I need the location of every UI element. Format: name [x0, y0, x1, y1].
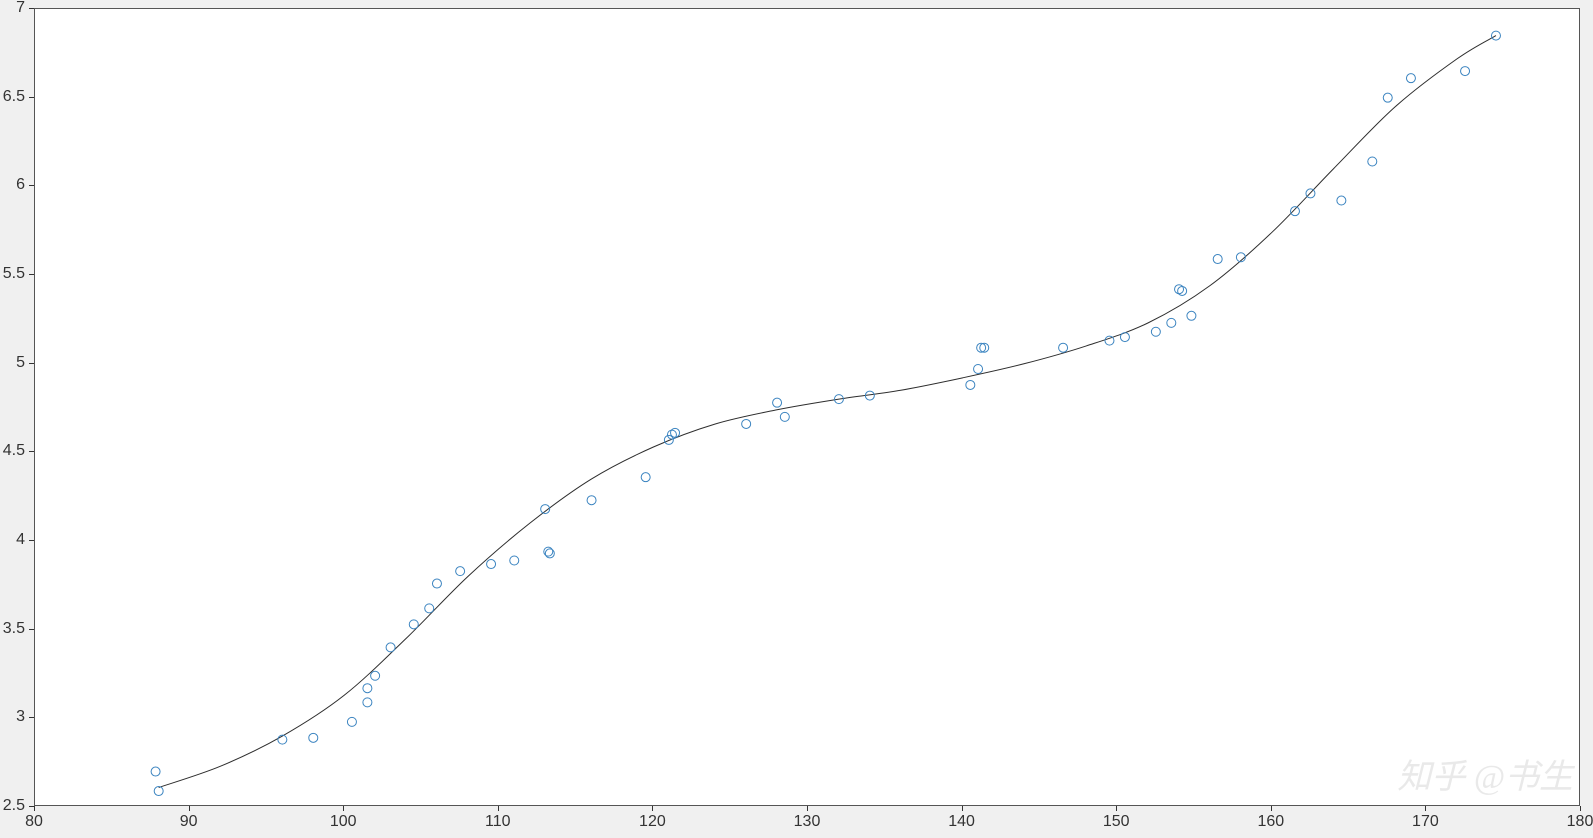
x-tick-label: 170	[1412, 813, 1439, 831]
y-tick	[29, 717, 34, 718]
scatter-point	[780, 412, 789, 421]
x-tick-label: 110	[485, 813, 511, 831]
y-tick	[29, 8, 34, 9]
scatter-point	[363, 684, 372, 693]
y-tick	[29, 451, 34, 452]
scatter-point	[371, 671, 380, 680]
scatter-point	[510, 556, 519, 565]
scatter-point	[363, 698, 372, 707]
scatter-point	[671, 428, 680, 437]
scatter-point	[154, 787, 163, 796]
scatter-point	[409, 620, 418, 629]
x-tick	[1580, 806, 1581, 811]
scatter-point	[1337, 196, 1346, 205]
scatter-point	[545, 549, 554, 558]
x-tick	[652, 806, 653, 811]
scatter-point	[1491, 31, 1500, 40]
scatter-point	[773, 398, 782, 407]
scatter-point	[487, 560, 496, 569]
x-tick-label: 80	[25, 813, 43, 831]
x-tick	[498, 806, 499, 811]
scatter-point	[587, 496, 596, 505]
scatter-point	[1120, 333, 1129, 342]
scatter-point	[425, 604, 434, 613]
x-tick	[34, 806, 35, 811]
y-tick	[29, 363, 34, 364]
y-tick-label: 2.5	[3, 797, 25, 815]
x-tick	[189, 806, 190, 811]
scatter-point	[1406, 74, 1415, 83]
x-tick-label: 160	[1257, 813, 1284, 831]
scatter-point	[1105, 336, 1114, 345]
y-tick-label: 4	[16, 531, 25, 549]
scatter-point	[456, 567, 465, 576]
scatter-point	[309, 733, 318, 742]
scatter-point	[1461, 67, 1470, 76]
y-tick-label: 4.5	[3, 442, 25, 460]
y-tick	[29, 97, 34, 98]
scatter-point	[1151, 327, 1160, 336]
y-tick-label: 5	[16, 354, 25, 372]
x-tick	[343, 806, 344, 811]
y-tick-label: 7	[16, 0, 25, 17]
y-tick-label: 5.5	[3, 265, 25, 283]
scatter-point	[641, 473, 650, 482]
scatter-point	[386, 643, 395, 652]
scatter-point	[1167, 318, 1176, 327]
y-tick-label: 6.5	[3, 88, 25, 106]
y-tick	[29, 806, 34, 807]
scatter-point	[432, 579, 441, 588]
scatter-point	[1187, 311, 1196, 320]
y-tick	[29, 540, 34, 541]
scatter-point	[1368, 157, 1377, 166]
y-tick	[29, 185, 34, 186]
x-tick	[1116, 806, 1117, 811]
x-tick	[1425, 806, 1426, 811]
x-tick-label: 120	[639, 813, 666, 831]
x-tick-label: 100	[330, 813, 357, 831]
x-tick-label: 90	[180, 813, 198, 831]
x-tick-label: 180	[1567, 813, 1593, 831]
x-tick-label: 150	[1103, 813, 1130, 831]
scatter-point	[151, 767, 160, 776]
y-tick-label: 3.5	[3, 620, 25, 638]
scatter-point	[1213, 255, 1222, 264]
fitted-curve	[159, 36, 1496, 788]
x-tick	[807, 806, 808, 811]
scatter-point	[1178, 286, 1187, 295]
scatter-point	[1290, 207, 1299, 216]
scatter-point	[966, 380, 975, 389]
chart-svg	[35, 9, 1581, 807]
y-tick	[29, 274, 34, 275]
plot-area	[34, 8, 1580, 806]
figure-outer: 80 90 100 110 120 130 140 150 160 170 180 2.5 3 3.5 4 4…	[0, 0, 1593, 838]
scatter-point	[1059, 343, 1068, 352]
scatter-point	[974, 364, 983, 373]
x-tick	[962, 806, 963, 811]
scatter-point	[1383, 93, 1392, 102]
x-tick-label: 140	[948, 813, 975, 831]
y-tick-label: 6	[16, 176, 25, 194]
watermark: 知乎 @书生	[1397, 749, 1573, 798]
scatter-point	[347, 717, 356, 726]
y-tick	[29, 629, 34, 630]
scatter-point	[742, 419, 751, 428]
y-tick-label: 3	[16, 708, 25, 726]
x-tick-label: 130	[794, 813, 821, 831]
x-tick	[1271, 806, 1272, 811]
